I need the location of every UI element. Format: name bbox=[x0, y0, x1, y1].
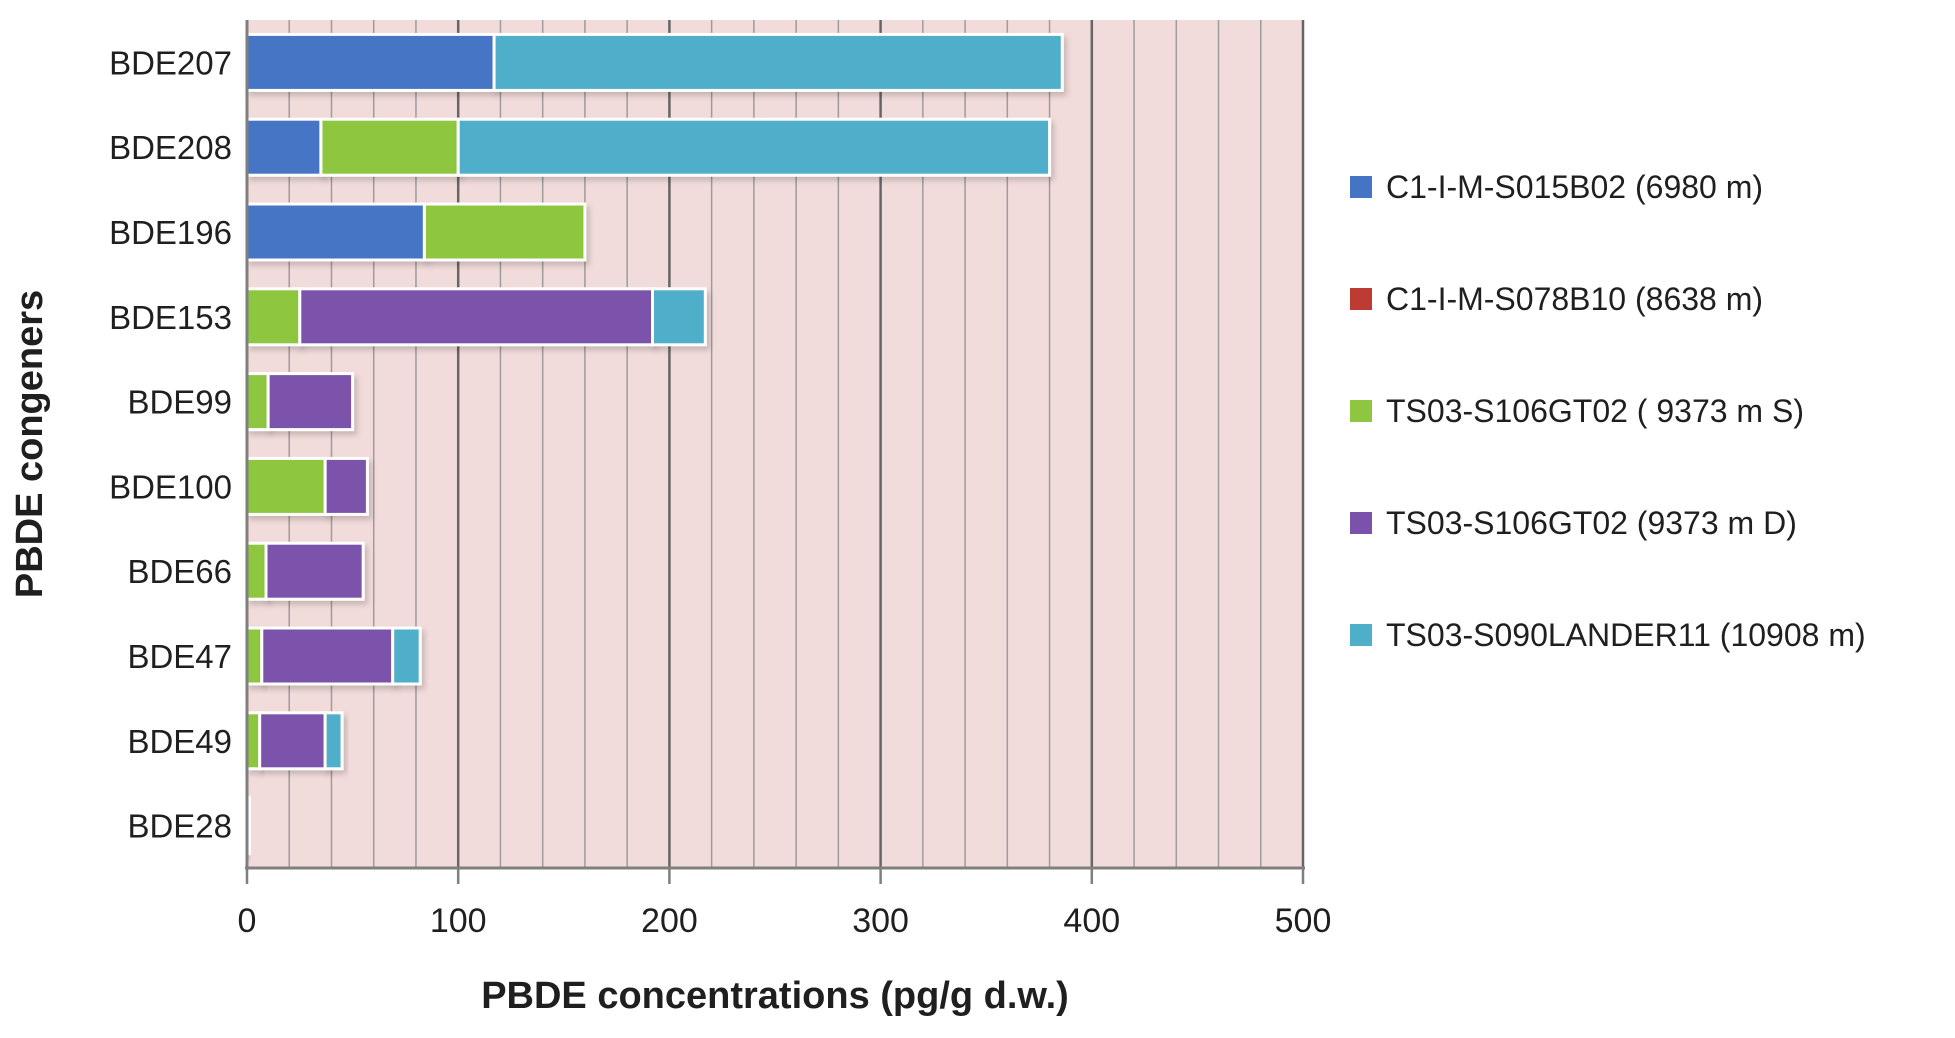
bar-segment bbox=[456, 117, 1052, 177]
axes-layer bbox=[245, 20, 1305, 884]
bar-segment bbox=[245, 626, 264, 686]
x-tick-label: 200 bbox=[641, 902, 698, 940]
bar-segment bbox=[319, 117, 460, 177]
category-label-layer: BDE207 BDE208 BDE196 BDE153 BDE99 BDE100 BDE66… bbox=[109, 44, 232, 844]
legend-item: TS03-S090LANDER11 (10908 m) bbox=[1350, 617, 1866, 653]
category-label: BDE28 bbox=[127, 808, 232, 845]
bar-segment bbox=[323, 456, 369, 516]
legend-label: C1-I-M-S015B02 (6980 m) bbox=[1386, 169, 1763, 205]
legend-swatch bbox=[1350, 176, 1372, 198]
bar-segment bbox=[651, 287, 707, 347]
x-tick-label: 300 bbox=[852, 902, 909, 940]
category-label: BDE66 bbox=[127, 553, 232, 590]
bar-segment bbox=[266, 372, 355, 432]
legend-swatch bbox=[1350, 624, 1372, 646]
bar-segment bbox=[260, 626, 395, 686]
bar-segment bbox=[264, 541, 365, 601]
category-label: BDE153 bbox=[109, 299, 232, 336]
legend-label: TS03-S106GT02 ( 9373 m S) bbox=[1386, 393, 1804, 429]
bar-segment bbox=[258, 711, 327, 771]
bar-segment bbox=[245, 117, 323, 177]
bar-segment bbox=[245, 372, 270, 432]
bar-segment bbox=[245, 202, 426, 262]
legend-item: TS03-S106GT02 ( 9373 m S) bbox=[1350, 393, 1804, 429]
legend-label: TS03-S090LANDER11 (10908 m) bbox=[1386, 617, 1866, 653]
category-label: BDE47 bbox=[127, 638, 232, 675]
legend-item: TS03-S106GT02 (9373 m D) bbox=[1350, 505, 1797, 541]
x-axis-title: PBDE concentrations (pg/g d.w.) bbox=[481, 975, 1069, 1017]
category-label: BDE208 bbox=[109, 129, 232, 166]
bar-segment bbox=[247, 796, 252, 856]
legend-swatch bbox=[1350, 288, 1372, 310]
bar-segment bbox=[245, 541, 268, 601]
bar-segment bbox=[391, 626, 422, 686]
x-tick-label: 500 bbox=[1275, 902, 1332, 940]
bars-layer bbox=[245, 32, 1064, 856]
bar-segment bbox=[245, 456, 327, 516]
bar-segment bbox=[245, 711, 262, 771]
bar-segment bbox=[245, 32, 496, 92]
legend-item: C1-I-M-S015B02 (6980 m) bbox=[1350, 169, 1763, 205]
legend-item: C1-I-M-S078B10 (8638 m) bbox=[1350, 281, 1763, 317]
x-tick-label: 400 bbox=[1063, 902, 1120, 940]
category-label: BDE207 bbox=[109, 44, 232, 81]
bar-segment bbox=[298, 287, 655, 347]
legend: C1-I-M-S015B02 (6980 m) C1-I-M-S078B10 (8… bbox=[1350, 169, 1866, 653]
category-label: BDE99 bbox=[127, 384, 232, 421]
category-label: BDE49 bbox=[127, 723, 232, 760]
bar-segment bbox=[492, 32, 1064, 92]
x-tick-label: 100 bbox=[430, 902, 487, 940]
legend-swatch bbox=[1350, 512, 1372, 534]
y-axis-title: PBDE congeners bbox=[9, 290, 51, 598]
legend-swatch bbox=[1350, 400, 1372, 422]
tick-label-layer: 0 100 200 300 400 500 bbox=[238, 902, 1332, 940]
legend-label: TS03-S106GT02 (9373 m D) bbox=[1386, 505, 1797, 541]
legend-label: C1-I-M-S078B10 (8638 m) bbox=[1386, 281, 1763, 317]
category-label: BDE196 bbox=[109, 214, 232, 251]
bar-segment bbox=[422, 202, 587, 262]
category-label: BDE100 bbox=[109, 468, 232, 505]
bar-segment bbox=[245, 287, 302, 347]
x-tick-label: 0 bbox=[238, 902, 257, 940]
bar-segment bbox=[323, 711, 344, 771]
